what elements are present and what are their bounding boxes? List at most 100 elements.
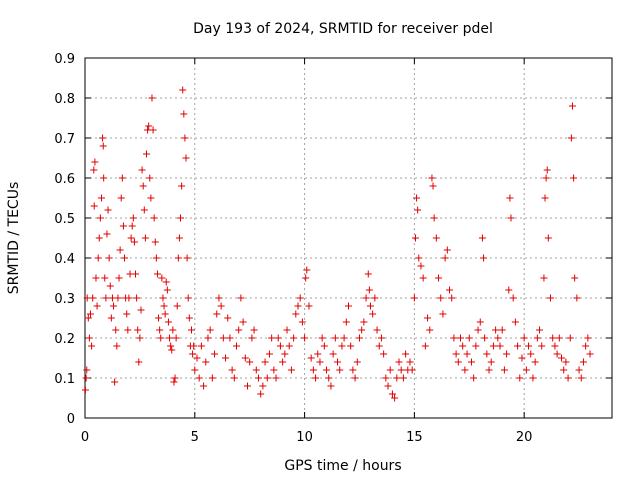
data-point [159, 294, 167, 302]
data-point [309, 366, 317, 374]
data-point [123, 310, 131, 318]
data-point [265, 350, 273, 358]
data-point [414, 206, 422, 214]
data-point [99, 142, 107, 150]
data-point [463, 350, 471, 358]
data-point [153, 270, 161, 278]
data-point [124, 326, 132, 334]
data-point [432, 234, 440, 242]
data-point [375, 342, 383, 350]
y-axis-label: SRMTID / TECUs [6, 182, 22, 295]
data-point [567, 134, 575, 142]
data-point [215, 294, 223, 302]
data-point [92, 274, 100, 282]
data-point [386, 366, 394, 374]
data-point [170, 378, 178, 386]
data-point [281, 350, 289, 358]
data-point [579, 358, 587, 366]
data-point [158, 274, 166, 282]
data-point [494, 334, 502, 342]
data-point [287, 366, 295, 374]
data-point [230, 374, 238, 382]
data-point [169, 326, 177, 334]
data-point [104, 206, 112, 214]
data-point [541, 194, 549, 202]
data-point [155, 314, 163, 322]
data-point [575, 366, 583, 374]
data-point [156, 326, 164, 334]
data-point [428, 174, 436, 182]
y-tick-label: 0.1 [54, 372, 75, 387]
data-point [118, 174, 126, 182]
data-point [489, 342, 497, 350]
data-point [190, 342, 198, 350]
data-point [507, 214, 515, 222]
data-point [254, 374, 262, 382]
data-point [226, 334, 234, 342]
data-point [582, 342, 590, 350]
data-point [536, 326, 544, 334]
data-point [371, 294, 379, 302]
data-point [128, 222, 136, 230]
data-point [84, 314, 92, 322]
axis-ticks: 0 0.1 0.2 0.3 0.4 0.5 0.6 0.7 0.8 0.9 0 5 10 15 20 [54, 52, 612, 445]
data-point [349, 366, 357, 374]
data-point [527, 350, 535, 358]
data-point [369, 310, 377, 318]
data-point [173, 302, 181, 310]
data-point [146, 174, 154, 182]
data-point [384, 382, 392, 390]
data-point [424, 314, 432, 322]
data-point [364, 270, 372, 278]
data-point [380, 350, 388, 358]
data-point [456, 334, 464, 342]
data-point [81, 386, 89, 394]
data-point [518, 354, 526, 362]
data-point [325, 374, 333, 382]
data-point [89, 294, 97, 302]
data-point [329, 350, 337, 358]
data-point [305, 302, 313, 310]
data-point [470, 374, 478, 382]
data-point [531, 358, 539, 366]
data-point [96, 214, 104, 222]
data-point [268, 334, 276, 342]
data-point [362, 294, 370, 302]
data-point [183, 254, 191, 262]
data-point [103, 230, 111, 238]
data-point [338, 342, 346, 350]
data-point [200, 382, 208, 390]
data-point [94, 254, 102, 262]
data-point [175, 234, 183, 242]
data-point [496, 342, 504, 350]
data-point [83, 366, 91, 374]
data-point [141, 234, 149, 242]
data-point [99, 134, 107, 142]
data-point [413, 194, 421, 202]
data-point [547, 294, 555, 302]
x-tick-label: 0 [81, 430, 89, 445]
data-point [82, 374, 90, 382]
data-point [429, 182, 437, 190]
y-tick-label: 0.8 [54, 92, 75, 107]
data-point [302, 274, 310, 282]
data-point [294, 302, 302, 310]
data-point [222, 354, 230, 362]
data-point [115, 274, 123, 282]
data-point [167, 342, 175, 350]
data-point [549, 334, 557, 342]
data-point [430, 214, 438, 222]
data-point [119, 222, 127, 230]
data-point [106, 282, 114, 290]
data-point [142, 150, 150, 158]
data-point [189, 350, 197, 358]
data-point [307, 354, 315, 362]
data-point [132, 270, 140, 278]
data-point [498, 326, 506, 334]
data-point [111, 378, 119, 386]
data-point [342, 318, 350, 326]
data-point [257, 390, 265, 398]
data-point [105, 254, 113, 262]
x-tick-label: 20 [516, 430, 533, 445]
data-point [187, 326, 195, 334]
